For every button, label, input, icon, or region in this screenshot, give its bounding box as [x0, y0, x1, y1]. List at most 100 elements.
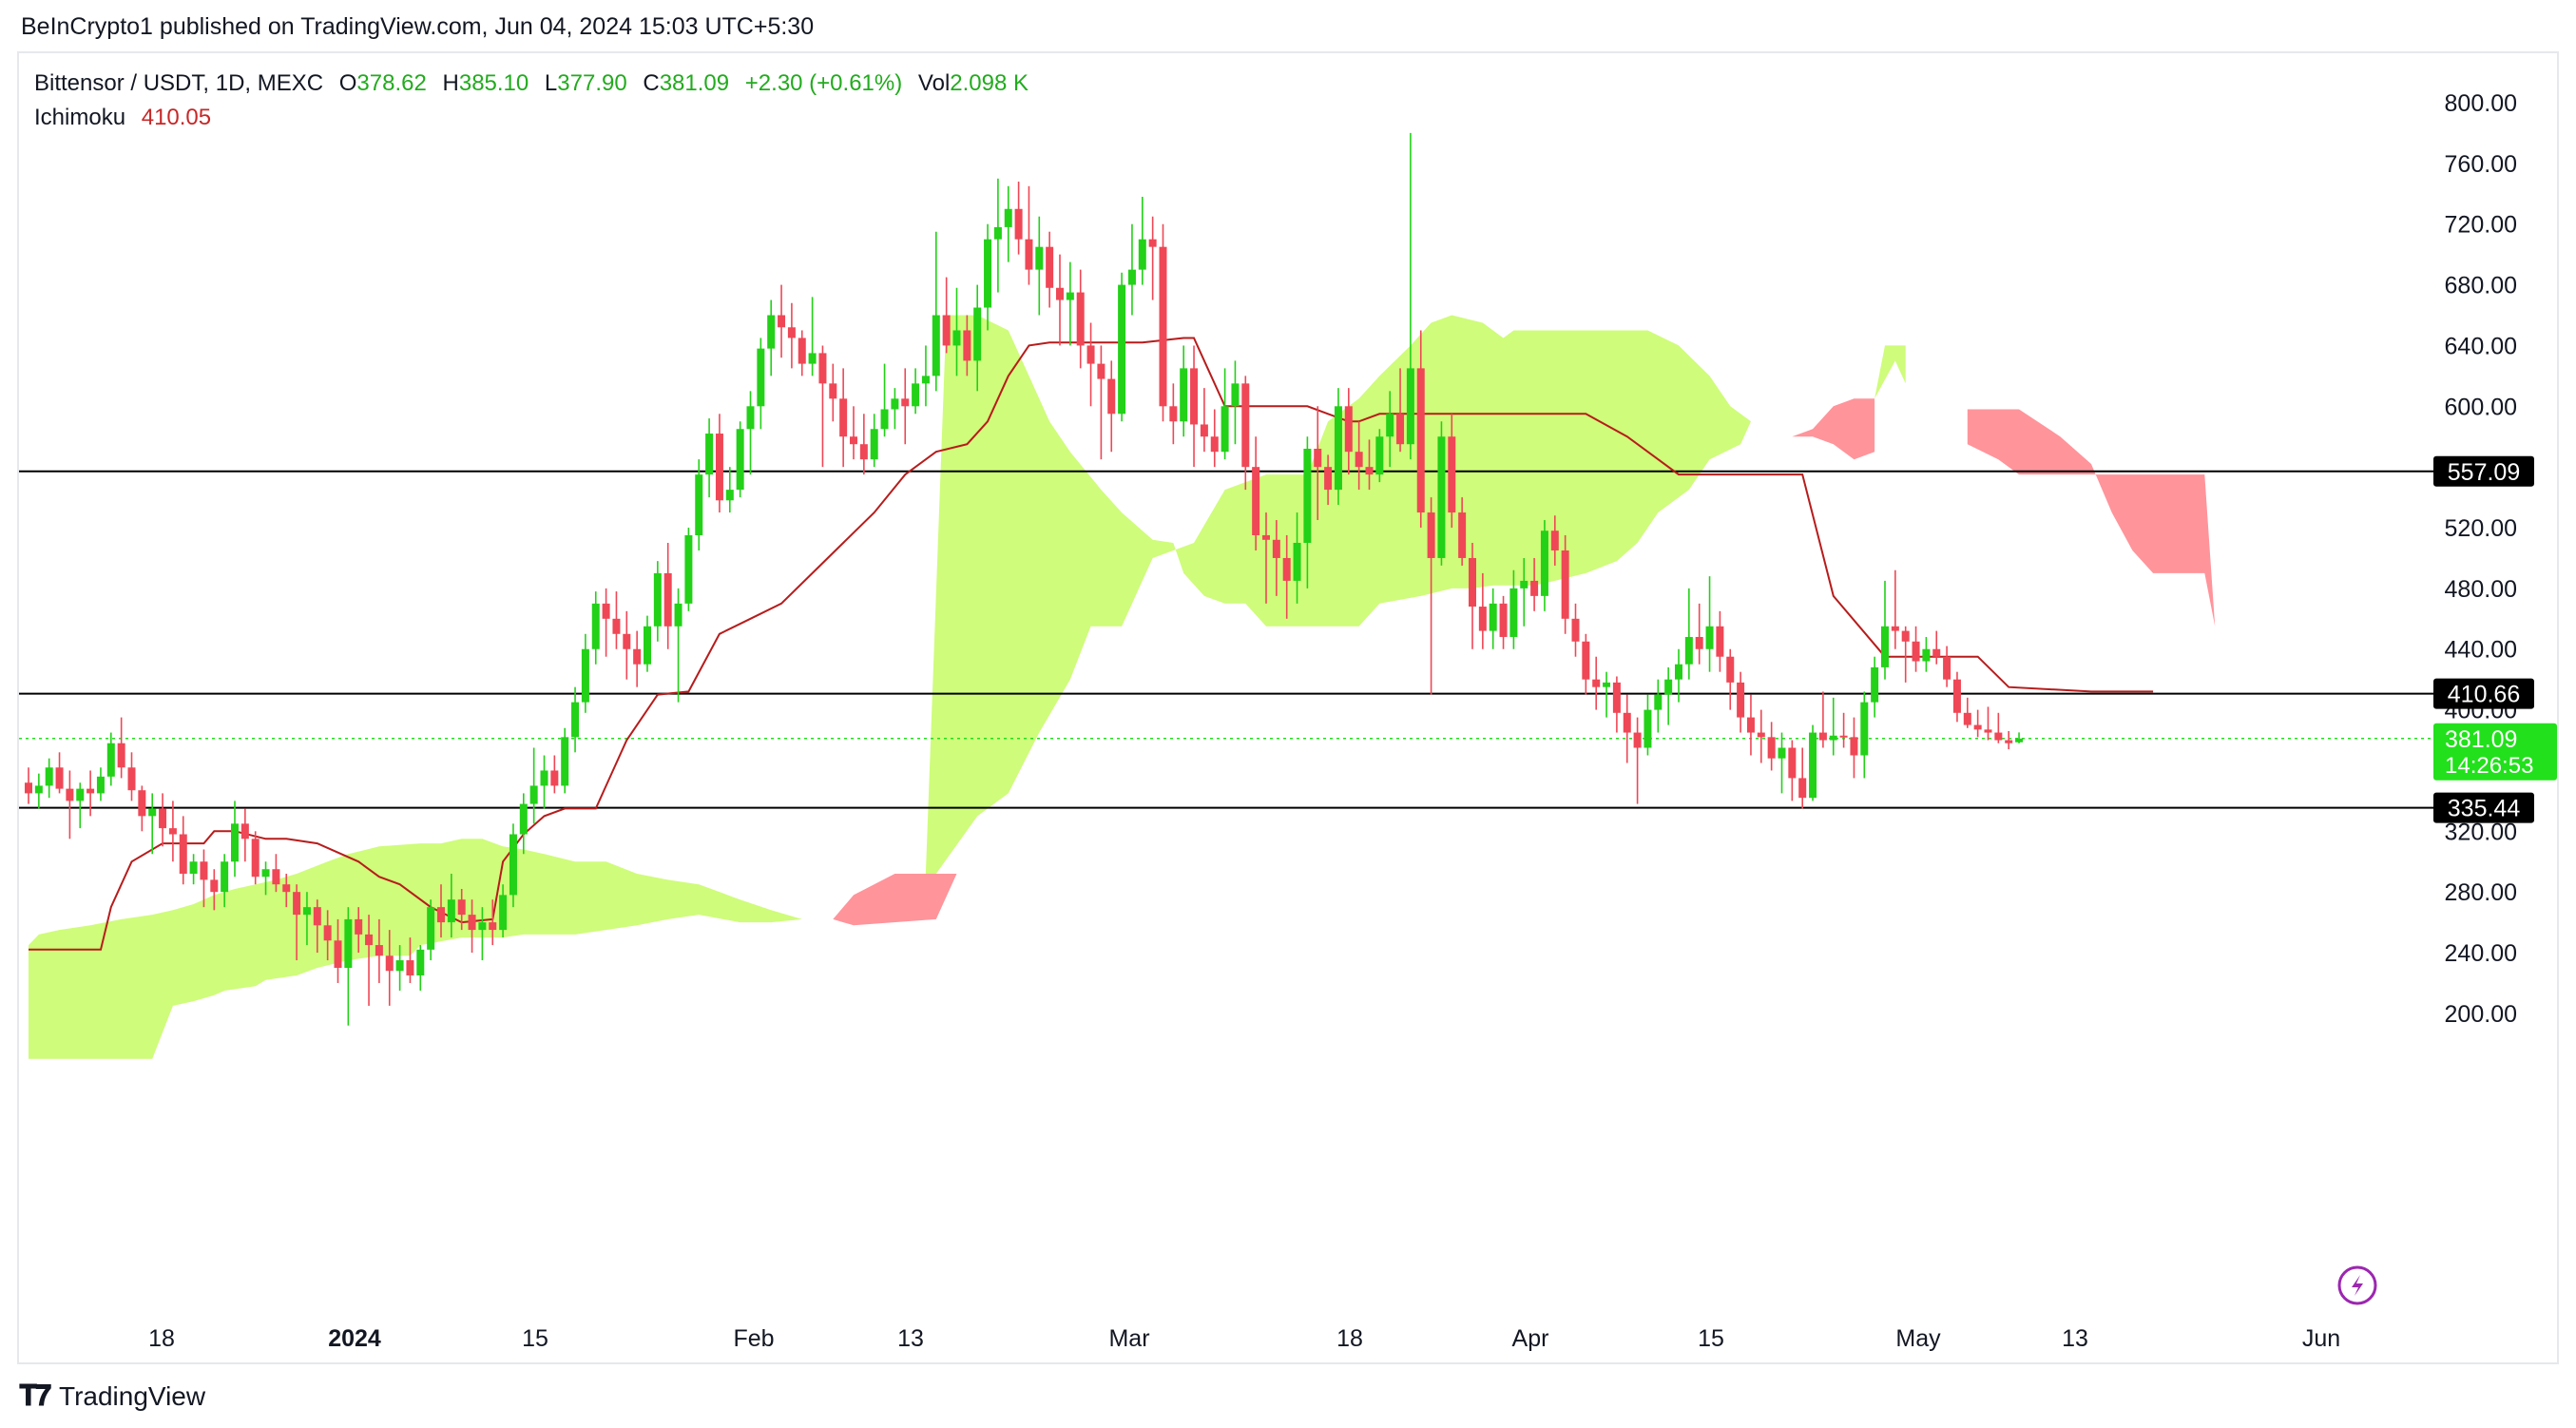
candle[interactable]: [168, 801, 177, 862]
candle[interactable]: [1839, 712, 1848, 748]
candle[interactable]: [66, 770, 74, 839]
candle[interactable]: [1262, 512, 1270, 604]
candle[interactable]: [1004, 185, 1012, 262]
candle[interactable]: [1344, 388, 1353, 475]
candle[interactable]: [663, 542, 672, 649]
candle[interactable]: [1726, 648, 1735, 710]
candle[interactable]: [736, 421, 744, 498]
candle[interactable]: [623, 610, 631, 680]
candle[interactable]: [1571, 603, 1580, 657]
candle[interactable]: [912, 368, 920, 415]
candle[interactable]: [251, 831, 260, 885]
candle[interactable]: [240, 808, 249, 862]
candle[interactable]: [499, 884, 508, 938]
candle[interactable]: [375, 918, 383, 983]
candle[interactable]: [1416, 330, 1425, 529]
candle[interactable]: [1644, 694, 1652, 756]
candle[interactable]: [581, 633, 589, 713]
candle[interactable]: [1695, 603, 1703, 665]
candle[interactable]: [96, 767, 105, 801]
candle[interactable]: [1818, 691, 1827, 748]
candle[interactable]: [1046, 231, 1054, 308]
candle[interactable]: [1365, 439, 1374, 491]
candle[interactable]: [406, 937, 414, 983]
candle[interactable]: [468, 899, 476, 954]
candle[interactable]: [1540, 520, 1548, 611]
candle[interactable]: [1881, 580, 1889, 680]
candle[interactable]: [1757, 709, 1765, 763]
candle[interactable]: [1448, 414, 1456, 529]
candle[interactable]: [1654, 679, 1663, 733]
candle[interactable]: [334, 918, 342, 983]
candle[interactable]: [1550, 515, 1559, 566]
candle[interactable]: [1592, 656, 1601, 710]
candle[interactable]: [1829, 697, 1837, 756]
candle[interactable]: [478, 907, 487, 961]
candle[interactable]: [1664, 666, 1673, 725]
candle[interactable]: [984, 223, 992, 331]
candle[interactable]: [221, 854, 229, 908]
candle[interactable]: [798, 330, 806, 376]
alert-icon[interactable]: [2337, 1265, 2377, 1305]
candle[interactable]: [1912, 626, 1920, 672]
candle[interactable]: [1025, 185, 1033, 285]
candle[interactable]: [952, 287, 961, 376]
candle[interactable]: [880, 363, 889, 437]
candle[interactable]: [540, 755, 548, 809]
candle[interactable]: [76, 782, 85, 829]
candle[interactable]: [644, 615, 651, 672]
candle[interactable]: [1788, 740, 1797, 801]
candle[interactable]: [1386, 391, 1394, 468]
candle[interactable]: [859, 414, 868, 475]
candle[interactable]: [1303, 436, 1312, 589]
candle[interactable]: [1850, 717, 1858, 779]
candle[interactable]: [715, 414, 723, 513]
candle[interactable]: [395, 945, 404, 991]
candle[interactable]: [932, 231, 940, 392]
candle[interactable]: [1509, 569, 1518, 649]
candle[interactable]: [1396, 368, 1405, 453]
candle[interactable]: [231, 801, 239, 878]
candle[interactable]: [1200, 388, 1208, 453]
candle[interactable]: [829, 363, 837, 422]
candle[interactable]: [293, 884, 301, 961]
candle[interactable]: [179, 816, 187, 885]
candle[interactable]: [87, 770, 95, 817]
candle[interactable]: [1603, 671, 1611, 718]
candle[interactable]: [1582, 633, 1590, 695]
candle[interactable]: [1984, 706, 1992, 741]
candle[interactable]: [787, 302, 796, 369]
candle[interactable]: [447, 874, 455, 938]
candle[interactable]: [1922, 636, 1931, 672]
candle[interactable]: [757, 338, 765, 430]
candle[interactable]: [695, 459, 703, 550]
candle[interactable]: [1943, 646, 1951, 687]
candle[interactable]: [1871, 656, 1879, 718]
candle[interactable]: [1107, 360, 1116, 453]
candle[interactable]: [1118, 272, 1126, 422]
candle[interactable]: [1056, 254, 1064, 346]
tradingview-logo-icon[interactable]: 𝐓𝟕: [19, 1380, 51, 1412]
candle[interactable]: [850, 406, 857, 460]
indicator-name[interactable]: Ichimoku: [34, 105, 126, 130]
candle[interactable]: [1231, 360, 1240, 445]
candle[interactable]: [684, 528, 693, 611]
candle[interactable]: [25, 767, 32, 804]
candle[interactable]: [189, 854, 198, 885]
candle[interactable]: [1891, 569, 1899, 649]
candle[interactable]: [653, 561, 662, 642]
candle[interactable]: [1406, 132, 1414, 460]
candle[interactable]: [901, 368, 910, 445]
symbol-name[interactable]: Bittensor / USDT, 1D, MEXC: [34, 70, 324, 96]
candle[interactable]: [602, 588, 610, 657]
brand-name[interactable]: TradingView: [59, 1381, 206, 1411]
candle[interactable]: [767, 299, 776, 376]
candle[interactable]: [427, 899, 435, 961]
candle[interactable]: [1375, 429, 1384, 483]
candle[interactable]: [1035, 216, 1044, 316]
candle[interactable]: [1097, 345, 1105, 460]
candle[interactable]: [1675, 648, 1682, 703]
candle[interactable]: [138, 785, 146, 832]
candle[interactable]: [1169, 383, 1178, 445]
